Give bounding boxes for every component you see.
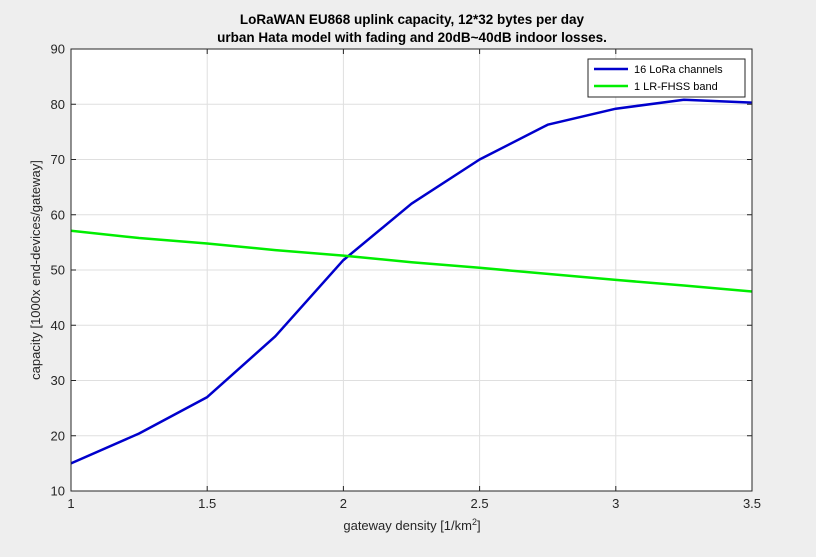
legend-label-2: 1 LR-FHSS band <box>634 81 718 93</box>
y-tick-label: 80 <box>51 97 65 112</box>
x-axis-label-end: ] <box>477 518 481 533</box>
y-tick-label: 30 <box>51 373 65 388</box>
x-tick-label: 1.5 <box>198 496 216 511</box>
x-tick-label: 3 <box>612 496 619 511</box>
x-axis-label-superscript: 2 <box>472 517 477 527</box>
x-axis-label-main: gateway density [1/km <box>343 518 472 533</box>
y-tick-label: 50 <box>51 263 65 278</box>
chart-subtitle: urban Hata model with fading and 20dB~40… <box>217 30 607 45</box>
y-tick-label: 70 <box>51 152 65 167</box>
y-tick-label: 60 <box>51 207 65 222</box>
y-tick-label: 40 <box>51 318 65 333</box>
y-tick-label: 90 <box>51 42 65 57</box>
y-tick-label: 10 <box>51 484 65 499</box>
y-tick-label: 20 <box>51 428 65 443</box>
legend-label-1: 16 LoRa channels <box>634 64 723 76</box>
x-tick-label: 2.5 <box>471 496 489 511</box>
series-line-1 <box>70 98 753 465</box>
x-axis-label: gateway density [1/km2] <box>343 517 480 533</box>
series-line-2 <box>70 229 753 293</box>
x-tick-label: 1 <box>67 496 74 511</box>
chart-title: LoRaWAN EU868 uplink capacity, 12*32 byt… <box>240 12 585 27</box>
x-tick-label: 2 <box>340 496 347 511</box>
legend-box <box>587 58 746 98</box>
y-axis-label: capacity [1000x end-devices/gateway] <box>28 160 43 380</box>
x-tick-label: 3.5 <box>743 496 761 511</box>
